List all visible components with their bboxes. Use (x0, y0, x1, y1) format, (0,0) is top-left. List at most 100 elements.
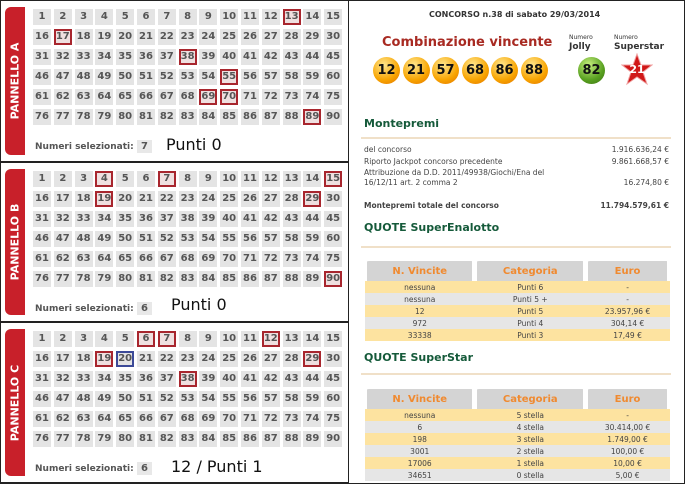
number-cell-59[interactable]: 59 (303, 391, 322, 407)
number-cell-87[interactable]: 87 (261, 271, 280, 287)
number-cell-15[interactable]: 15 (324, 171, 343, 187)
number-cell-85[interactable]: 85 (220, 109, 239, 125)
number-cell-7[interactable]: 7 (157, 9, 176, 25)
number-cell-55[interactable]: 55 (220, 69, 239, 85)
column-header[interactable]: N. Vincite (361, 261, 478, 281)
number-cell-36[interactable]: 36 (137, 49, 155, 65)
number-cell-9[interactable]: 9 (199, 331, 218, 347)
number-cell-89[interactable]: 89 (303, 431, 322, 447)
number-cell-86[interactable]: 86 (241, 109, 259, 125)
number-cell-47[interactable]: 47 (53, 69, 72, 85)
number-cell-10[interactable]: 10 (220, 171, 239, 187)
number-cell-41[interactable]: 41 (241, 371, 259, 387)
number-cell-79[interactable]: 79 (95, 271, 114, 287)
number-cell-73[interactable]: 73 (282, 411, 301, 427)
number-cell-88[interactable]: 88 (282, 109, 301, 125)
number-cell-74[interactable]: 74 (303, 251, 322, 267)
number-cell-79[interactable]: 79 (95, 431, 114, 447)
number-cell-53[interactable]: 53 (178, 391, 197, 407)
number-cell-19[interactable]: 19 (95, 29, 114, 45)
number-cell-26[interactable]: 26 (241, 351, 259, 367)
number-cell-31[interactable]: 31 (33, 211, 51, 227)
number-cell-19[interactable]: 19 (95, 191, 114, 207)
number-cell-15[interactable]: 15 (324, 9, 343, 25)
number-cell-33[interactable]: 33 (74, 211, 93, 227)
number-cell-28[interactable]: 28 (282, 29, 301, 45)
number-cell-58[interactable]: 58 (282, 391, 301, 407)
number-cell-71[interactable]: 71 (241, 251, 259, 267)
number-cell-64[interactable]: 64 (95, 251, 114, 267)
number-cell-42[interactable]: 42 (261, 211, 280, 227)
number-cell-8[interactable]: 8 (178, 9, 197, 25)
number-cell-34[interactable]: 34 (95, 371, 114, 387)
number-cell-50[interactable]: 50 (116, 69, 135, 85)
number-cell-78[interactable]: 78 (74, 109, 93, 125)
number-cell-44[interactable]: 44 (303, 49, 322, 65)
number-cell-25[interactable]: 25 (220, 29, 239, 45)
number-cell-16[interactable]: 16 (33, 351, 51, 367)
number-cell-77[interactable]: 77 (53, 431, 72, 447)
number-cell-88[interactable]: 88 (282, 431, 301, 447)
number-cell-70[interactable]: 70 (220, 251, 239, 267)
number-cell-77[interactable]: 77 (53, 271, 72, 287)
number-cell-51[interactable]: 51 (137, 231, 155, 247)
number-cell-2[interactable]: 2 (53, 331, 72, 347)
number-cell-53[interactable]: 53 (178, 69, 197, 85)
number-cell-20[interactable]: 20 (116, 191, 135, 207)
number-cell-35[interactable]: 35 (116, 371, 135, 387)
number-cell-3[interactable]: 3 (74, 171, 93, 187)
number-cell-30[interactable]: 30 (324, 191, 343, 207)
number-cell-81[interactable]: 81 (137, 271, 155, 287)
number-cell-36[interactable]: 36 (137, 211, 155, 227)
number-cell-74[interactable]: 74 (303, 89, 322, 105)
number-cell-67[interactable]: 67 (157, 251, 176, 267)
column-header[interactable]: Categoria (472, 261, 589, 281)
number-cell-48[interactable]: 48 (74, 69, 93, 85)
number-cell-32[interactable]: 32 (53, 49, 72, 65)
number-cell-90[interactable]: 90 (324, 109, 343, 125)
number-cell-51[interactable]: 51 (137, 391, 155, 407)
number-cell-12[interactable]: 12 (261, 9, 280, 25)
number-cell-12[interactable]: 12 (261, 331, 280, 347)
number-cell-6[interactable]: 6 (137, 171, 155, 187)
number-cell-80[interactable]: 80 (116, 431, 135, 447)
number-cell-72[interactable]: 72 (261, 251, 280, 267)
number-cell-48[interactable]: 48 (74, 391, 93, 407)
number-cell-24[interactable]: 24 (199, 191, 218, 207)
number-cell-35[interactable]: 35 (116, 49, 135, 65)
number-cell-57[interactable]: 57 (261, 69, 280, 85)
number-cell-28[interactable]: 28 (282, 351, 301, 367)
number-cell-38[interactable]: 38 (178, 211, 197, 227)
number-cell-43[interactable]: 43 (282, 211, 301, 227)
number-cell-86[interactable]: 86 (241, 431, 259, 447)
number-cell-71[interactable]: 71 (241, 411, 259, 427)
number-cell-11[interactable]: 11 (241, 9, 259, 25)
number-cell-74[interactable]: 74 (303, 411, 322, 427)
number-cell-18[interactable]: 18 (74, 29, 93, 45)
number-cell-47[interactable]: 47 (53, 231, 72, 247)
number-cell-21[interactable]: 21 (137, 29, 155, 45)
number-cell-29[interactable]: 29 (303, 191, 322, 207)
number-cell-61[interactable]: 61 (33, 411, 51, 427)
number-cell-59[interactable]: 59 (303, 231, 322, 247)
number-cell-6[interactable]: 6 (137, 9, 155, 25)
number-cell-14[interactable]: 14 (303, 171, 322, 187)
number-cell-65[interactable]: 65 (116, 251, 135, 267)
number-cell-9[interactable]: 9 (199, 171, 218, 187)
number-cell-47[interactable]: 47 (53, 391, 72, 407)
number-cell-17[interactable]: 17 (53, 29, 72, 45)
number-cell-5[interactable]: 5 (116, 171, 135, 187)
number-cell-10[interactable]: 10 (220, 331, 239, 347)
number-cell-87[interactable]: 87 (261, 431, 280, 447)
number-cell-39[interactable]: 39 (199, 211, 218, 227)
number-cell-76[interactable]: 76 (33, 109, 51, 125)
number-cell-60[interactable]: 60 (324, 391, 343, 407)
number-cell-21[interactable]: 21 (137, 191, 155, 207)
number-cell-64[interactable]: 64 (95, 89, 114, 105)
number-cell-17[interactable]: 17 (53, 351, 72, 367)
number-cell-27[interactable]: 27 (261, 351, 280, 367)
number-cell-36[interactable]: 36 (137, 371, 155, 387)
number-cell-34[interactable]: 34 (95, 211, 114, 227)
number-cell-49[interactable]: 49 (95, 69, 114, 85)
number-cell-45[interactable]: 45 (324, 211, 343, 227)
